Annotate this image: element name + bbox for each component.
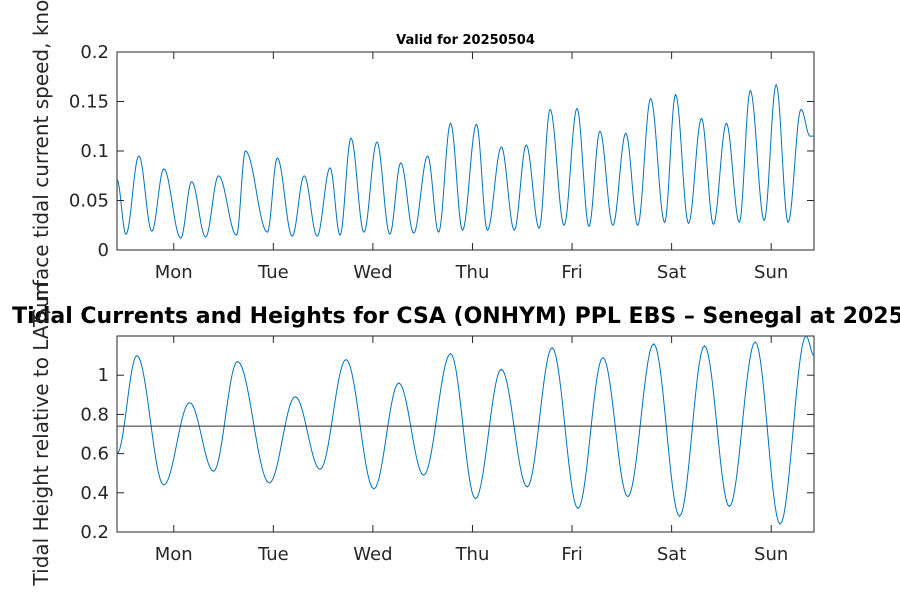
x-tick-label: Fri: [561, 262, 582, 283]
y-tick-label: 0.1: [80, 141, 109, 162]
y-tick-label: 0.6: [80, 444, 109, 465]
x-tick-label: Thu: [455, 544, 490, 565]
series-line-0: [116, 83, 814, 239]
y-tick-label: 0.8: [80, 404, 109, 425]
y-tick-label: 0.4: [80, 483, 109, 504]
x-tick-label: Wed: [353, 262, 392, 283]
y-tick-label: 0.15: [69, 92, 109, 113]
y-axis-label: Tidal Height relative to LAT, m: [29, 283, 53, 587]
panel-title: Valid for 20250504: [396, 33, 535, 48]
x-tick-label: Sun: [754, 544, 788, 565]
figure-title: Tidal Currents and Heights for CSA (ONHY…: [12, 304, 900, 329]
x-tick-label: Thu: [455, 262, 490, 283]
x-tick-label: Sat: [657, 262, 687, 283]
x-tick-label: Mon: [155, 262, 193, 283]
x-tick-label: Tue: [257, 262, 289, 283]
x-tick-label: Sat: [657, 544, 687, 565]
y-tick-label: 0: [98, 240, 109, 261]
x-tick-label: Sun: [754, 262, 788, 283]
y-axis-label: Surface tidal current speed, knots: [29, 0, 53, 321]
series-line-0: [116, 335, 815, 525]
y-tick-label: 1: [98, 365, 109, 386]
y-tick-label: 0.2: [80, 522, 109, 543]
y-tick-label: 0.2: [80, 42, 109, 63]
x-tick-label: Tue: [257, 544, 289, 565]
current-speed-panel: 0 0.05 0.1 0.15 0.2 Mon Tue Wed Thu Fri Sat Sun Vali…: [29, 0, 815, 321]
axes-frame: [116, 335, 815, 533]
x-tick-label: Mon: [155, 544, 193, 565]
tidal-height-panel: 0.2 0.4 0.6 0.8 1 Mon Tue Wed Thu Fri Sat Sun Tidal …: [29, 283, 815, 587]
x-tick-label: Wed: [353, 544, 392, 565]
y-tick-label: 0.05: [69, 191, 109, 212]
x-tick-label: Fri: [561, 544, 582, 565]
